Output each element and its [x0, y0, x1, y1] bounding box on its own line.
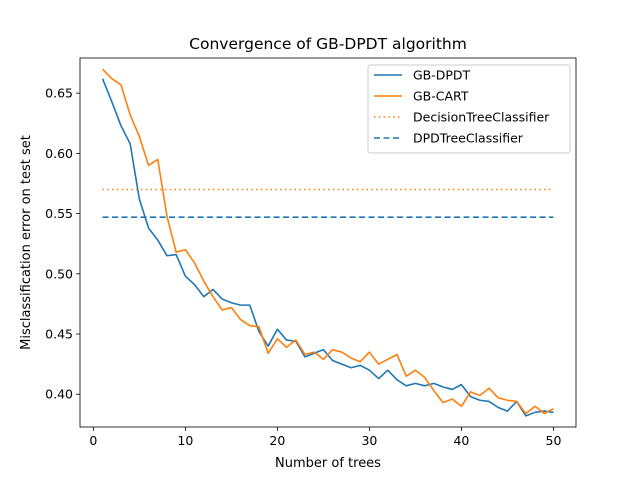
legend: GB-DPDT GB-CART DecisionTreeClassifier DPDT… [367, 64, 571, 154]
axes-frame [79, 57, 577, 428]
x-tick-label: 30 [361, 433, 377, 448]
x-tick-label: 40 [453, 433, 469, 448]
legend-label-gb-cart: GB-CART [413, 89, 469, 104]
y-axis-label: Misclassification error on test set [19, 135, 34, 350]
x-tick-label: 10 [177, 433, 193, 448]
legend-label-decisiontreeclassifier: DecisionTreeClassifier [413, 110, 550, 125]
y-tick-label: 0.40 [45, 387, 73, 402]
y-tick-label: 0.45 [45, 327, 73, 342]
y-tick-label: 0.60 [45, 146, 73, 161]
x-tick-label: 50 [546, 433, 562, 448]
y-tick-label: 0.65 [45, 86, 73, 101]
chart-title: Convergence of GB-DPDT algorithm [189, 35, 467, 53]
x-axis-label: Number of trees [275, 456, 381, 471]
legend-box [367, 64, 571, 154]
x-tick-label: 0 [89, 433, 97, 448]
y-tick-label: 0.55 [45, 206, 73, 221]
legend-label-gb-dpdt: GB-DPDT [413, 68, 471, 83]
x-tick-label: 20 [269, 433, 285, 448]
tick-layer: 0 10 20 30 40 50 0.40 0.45 0.50 0.55 0.60 0.65 [45, 86, 561, 448]
series-layer [101, 68, 554, 417]
series-line-gb-cart [101, 68, 554, 415]
legend-label-dpdtreeclassifier: DPDTreeClassifier [413, 131, 524, 146]
y-tick-label: 0.50 [45, 266, 73, 281]
